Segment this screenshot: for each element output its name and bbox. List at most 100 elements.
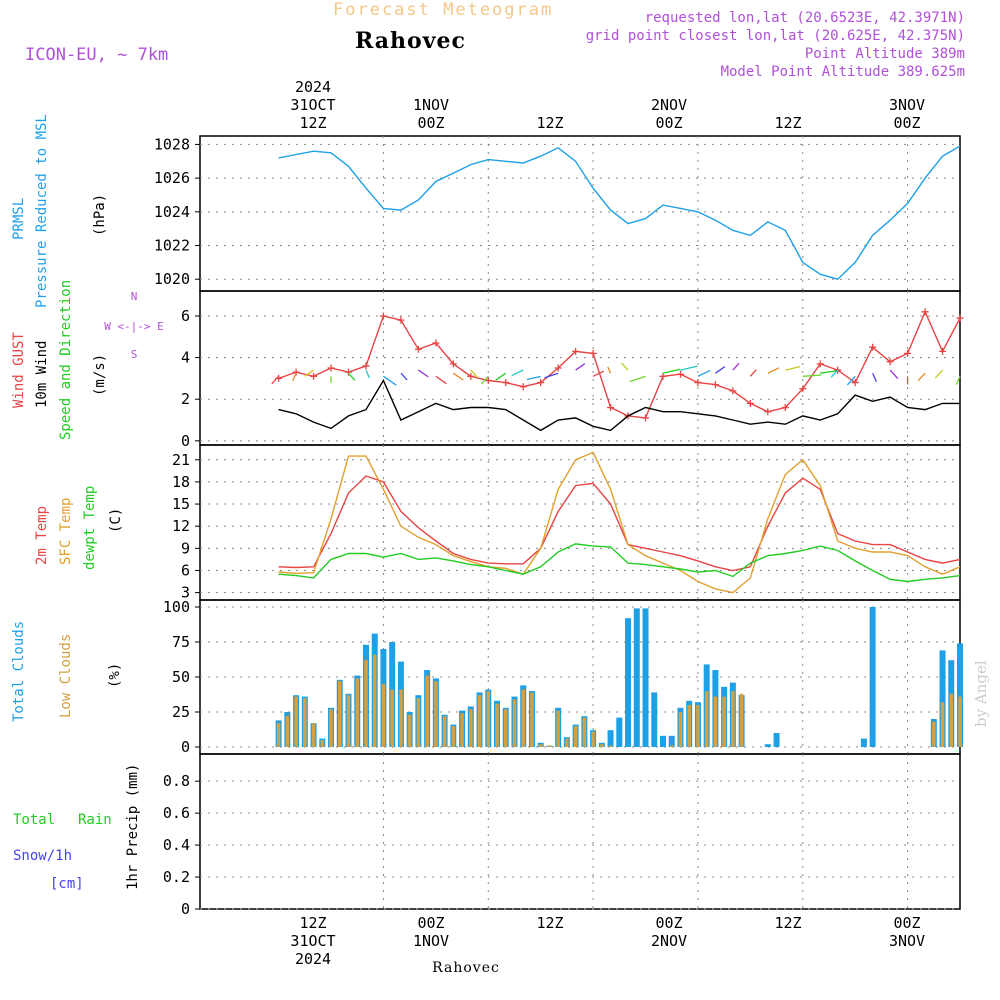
low-cloud-bar	[399, 689, 403, 747]
low-cloud-bar	[469, 709, 473, 747]
dewpt-label: dewpt Temp	[82, 486, 98, 570]
gust-marker	[467, 372, 475, 380]
low-cloud-bar	[381, 684, 386, 747]
y-tick-label: 0	[181, 432, 190, 450]
y-tick-label: 0	[181, 900, 190, 918]
plot-panels: 1020102210241026102802463691215182102550…	[154, 135, 964, 918]
wind-arrow	[418, 369, 429, 378]
low-cloud-bar	[940, 702, 945, 747]
low-cloud-bar	[949, 693, 954, 747]
top-time-axis: 2024 31OCT 12Z 1NOV 00Z 12Z 2NOV 00Z 12Z…	[290, 78, 925, 132]
bottom-date-label: 3NOV	[889, 932, 925, 950]
wind-arrow	[544, 372, 559, 379]
requested-coords: requested lon,lat (20.6523E, 42.3971N)	[645, 10, 965, 26]
bottom-date-label: 1NOV	[413, 932, 449, 950]
bottom-hour-label: 00Z	[417, 914, 444, 932]
wind-arrow	[495, 372, 507, 381]
wind-arrow	[607, 366, 612, 374]
model-altitude: Model Point Altitude 389.625m	[721, 64, 965, 80]
location-title: Rahovec	[355, 28, 466, 54]
gust-marker	[869, 343, 877, 351]
series-line-10m-wind	[278, 378, 960, 432]
y-tick-label: 9	[181, 539, 190, 557]
y-tick-label: 4	[181, 349, 190, 367]
panel-frame	[199, 753, 961, 910]
total-cloud-bar	[651, 692, 658, 747]
top-hour-label: 00Z	[655, 114, 682, 132]
y-tick-label: 0.8	[163, 772, 190, 790]
wind-arrow	[511, 369, 524, 377]
y-tick-label: 2	[181, 390, 190, 408]
footer-location: Rahovec	[432, 960, 500, 976]
low-cloud-bar	[669, 745, 674, 747]
gust-marker	[764, 408, 772, 416]
gust-marker	[642, 414, 650, 422]
total-cloud-bar	[773, 733, 780, 747]
gust-marker	[921, 308, 929, 316]
low-cloud-bar	[678, 712, 683, 747]
series-line-sfc-temp	[278, 451, 961, 594]
total-label: Total	[13, 812, 55, 828]
wind-arrow	[526, 375, 541, 381]
wind-arrow	[452, 372, 464, 381]
low-cloud-bar	[512, 699, 517, 747]
low-cloud-bar	[364, 660, 368, 747]
gust-marker	[397, 316, 405, 324]
low-cloud-bar	[495, 703, 499, 747]
low-cloud-bar	[556, 710, 560, 747]
wind-arrow	[820, 370, 838, 374]
wind-arrow	[304, 369, 314, 377]
panel-1: 0 2 4 6	[181, 290, 964, 450]
wind-arrow	[292, 372, 297, 382]
y-tick-label: 0	[181, 738, 190, 756]
wind-arrow	[767, 367, 780, 374]
y-tick-label: 1020	[154, 270, 190, 288]
bottom-date-label: 2NOV	[651, 932, 687, 950]
gust-marker	[904, 349, 912, 357]
top-hour-label: 00Z	[417, 114, 444, 132]
wind-arrow	[629, 375, 646, 383]
low-cloud-bar	[460, 713, 464, 747]
y-tick-label: 21	[172, 451, 190, 469]
low-cloud-bar	[547, 745, 552, 747]
compass-s-label: S	[131, 348, 138, 361]
low-cloud-bar	[372, 654, 377, 747]
series-line-2m-temp	[278, 475, 961, 572]
wind-arrow	[480, 375, 489, 385]
top-date-label: 1NOV	[413, 96, 449, 114]
gust-marker	[484, 376, 492, 384]
wind-arrow	[662, 368, 681, 374]
low-cloud-bar	[329, 709, 333, 747]
compass-we-label: W <-|-> E	[104, 320, 164, 333]
low-cloud-bar	[521, 689, 525, 747]
gust-marker	[694, 379, 702, 387]
t2m-label: 2m Temp	[34, 506, 50, 565]
wind-arrow	[955, 376, 961, 385]
low-cloud-bar	[311, 723, 316, 747]
y-tick-label: 1026	[154, 169, 190, 187]
gust-marker	[851, 379, 859, 387]
gust-marker	[956, 314, 964, 322]
y-tick-label: 0.6	[163, 804, 190, 822]
wind-arrow	[934, 369, 944, 379]
low-cloud-bar	[434, 681, 438, 747]
total-cloud-bar	[625, 618, 632, 747]
y-tick-label: 15	[172, 495, 190, 513]
low-cloud-bar	[442, 716, 447, 747]
wind-arrow	[680, 365, 698, 371]
bottom-hour-label: 12Z	[774, 914, 801, 932]
y-tick-label: 6	[181, 307, 190, 325]
low-cloud-bar	[722, 696, 726, 747]
gust-marker	[310, 372, 318, 380]
wind-panel-labels: Wind GUST 10m Wind Speed and Direction (…	[11, 280, 164, 440]
panel-4: 0 0.2 0.4 0.6 0.8	[163, 753, 961, 918]
rain-label: Rain	[78, 812, 112, 828]
panel-3: 0 25 50 75 100	[163, 598, 963, 756]
panel-frame	[199, 135, 961, 292]
y-tick-label: 100	[163, 598, 190, 616]
low-clouds-label: Low Clouds	[58, 634, 74, 718]
cloud-panel-labels: Total Clouds Low Clouds (%)	[11, 621, 123, 722]
gust-marker	[327, 364, 335, 372]
cloud-unit-label: (%)	[107, 663, 123, 688]
prmsl-label: PRMSL	[11, 198, 27, 240]
